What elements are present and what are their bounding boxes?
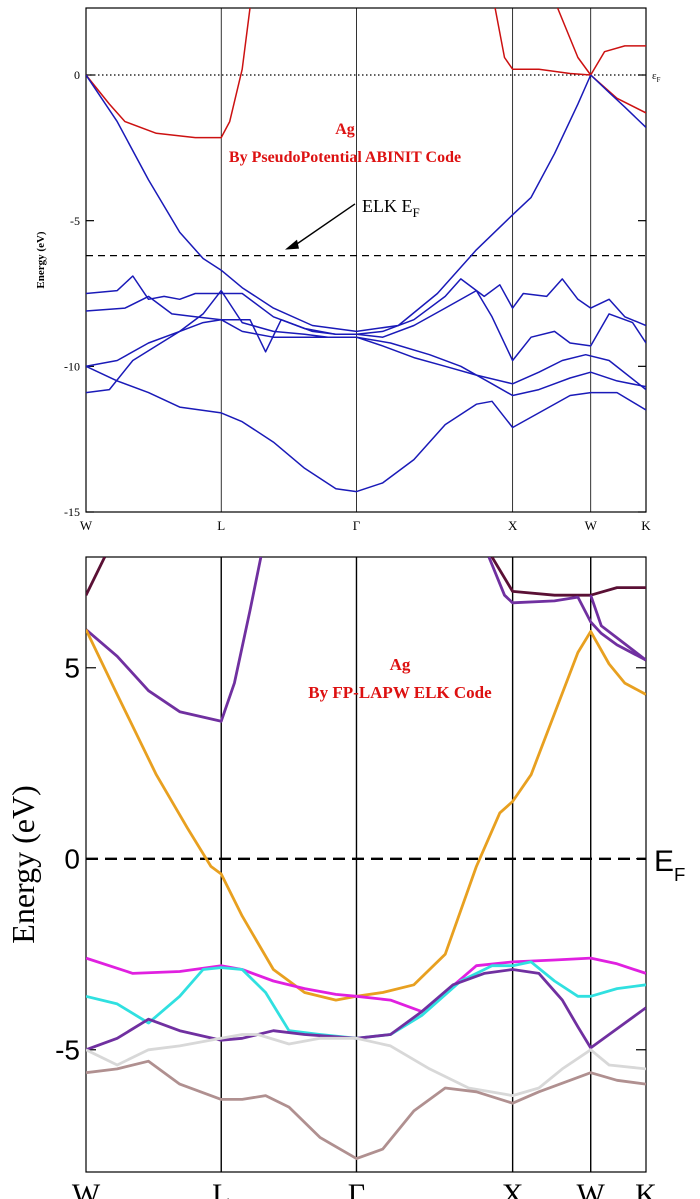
abinit-kpoint-label-4: W [585, 518, 598, 533]
abinit-elk-ef-annotation: ELK EF [362, 196, 420, 220]
abinit-band-4 [590, 74, 646, 128]
abinit-ytick-label-2: -10 [64, 360, 80, 374]
abinit-band-plot: W L Γ X W K 0 -5 -10 -15 Energy (eV) Ag By PseudoPot… [35, 7, 661, 533]
abinit-kpoint-label-1: L [217, 518, 225, 533]
abinit-band-9 [86, 365, 646, 493]
elk-band-2 [86, 557, 263, 723]
abinit-kpoint-label-0: W [80, 518, 93, 533]
elk-band-plot: W L Γ X W K 5 0 -5 Energy (eV) Ag By FP-LAPW ELK Co… [5, 556, 685, 1199]
elk-band-8 [86, 968, 646, 1052]
elk-title-line-1: By FP-LAPW ELK Code [308, 683, 492, 702]
elk-band-10 [86, 1059, 646, 1160]
elk-plot-frame [85, 556, 647, 1173]
abinit-ytick-label-0: 0 [74, 68, 80, 82]
elk-band-0 [86, 557, 106, 596]
elk-kpoint-label-4: W [577, 1178, 606, 1199]
abinit-ytick-label-1: -5 [70, 214, 80, 228]
abinit-band-7 [86, 289, 646, 391]
elk-y-axis-label: Energy (eV) [5, 785, 41, 943]
abinit-y-axis-label: Energy (eV) [35, 231, 47, 288]
abinit-fermi-label: εF [652, 70, 661, 84]
abinit-kpoint-label-2: Γ [353, 518, 361, 533]
elk-bands [86, 557, 646, 1160]
abinit-band-3 [86, 74, 592, 333]
abinit-band-8 [86, 318, 646, 397]
elk-kpoint-label-0: W [72, 1178, 101, 1199]
abinit-bands [86, 8, 646, 493]
elk-ytick-label-0: 5 [64, 653, 80, 684]
elk-band-6 [86, 956, 646, 1013]
elk-band-3 [487, 557, 646, 662]
abinit-ytick-label-3: -15 [64, 505, 80, 519]
elk-kpoint-label-2: Γ [348, 1178, 365, 1199]
elk-kpoint-label-5: K [635, 1178, 657, 1199]
elk-title-line-0: Ag [390, 655, 411, 674]
elk-ytick-label-1: 0 [64, 844, 80, 875]
elk-ytick-label-2: -5 [55, 1035, 80, 1066]
abinit-plot-frame [85, 7, 647, 513]
abinit-band-0 [86, 8, 251, 139]
abinit-band-1 [494, 8, 646, 76]
abinit-kpoint-label-5: K [641, 518, 651, 533]
abinit-band-2 [556, 8, 646, 114]
abinit-annotation-arrowhead [285, 239, 299, 250]
abinit-band-6 [86, 289, 646, 362]
elk-band-5 [86, 628, 646, 1002]
abinit-annotation-arrow [292, 203, 356, 248]
abinit-title-line-0: Ag [335, 121, 355, 138]
elk-band-9 [86, 1033, 646, 1097]
elk-kpoint-label-3: X [502, 1178, 524, 1199]
abinit-title-line-1: By PseudoPotential ABINIT Code [229, 149, 461, 166]
elk-kpoint-label-1: L [212, 1178, 230, 1199]
elk-band-1 [490, 557, 646, 597]
elk-band-4 [589, 594, 646, 662]
abinit-kpoint-label-3: X [508, 518, 518, 533]
abinit-band-5 [86, 275, 646, 336]
elk-fermi-label: EF [654, 845, 685, 885]
